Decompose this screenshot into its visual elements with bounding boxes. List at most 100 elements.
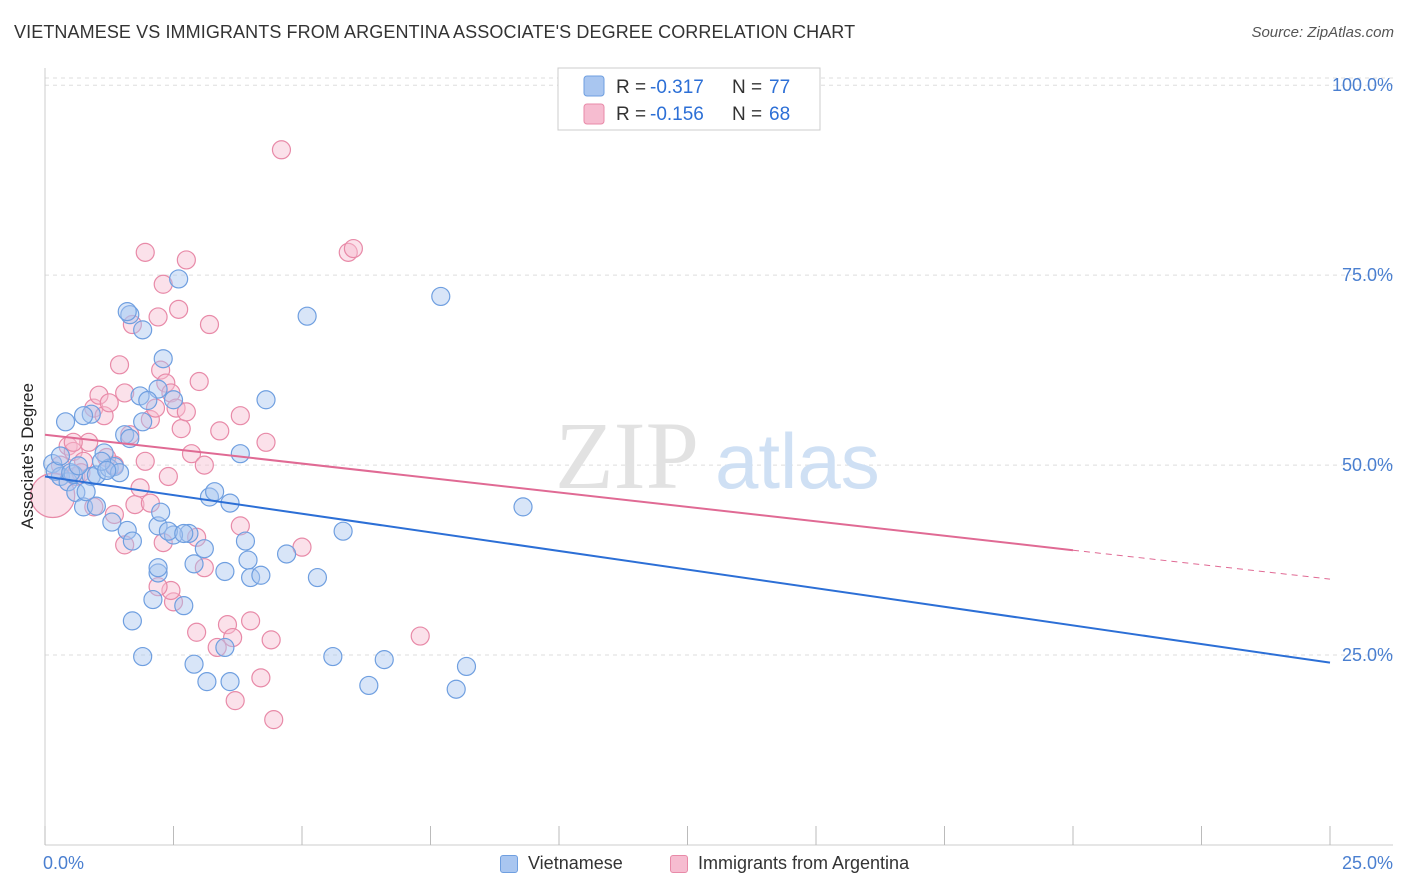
data-point [264, 710, 284, 730]
data-point [156, 373, 176, 393]
data-point [91, 451, 112, 471]
data-point [251, 565, 271, 585]
data-point [223, 627, 243, 648]
data-point [158, 521, 178, 541]
data-point [133, 320, 153, 340]
data-point [513, 497, 533, 517]
data-point [261, 630, 281, 650]
data-point [140, 409, 160, 430]
data-point [97, 460, 117, 481]
legend-blue-r-label: R = [616, 77, 646, 98]
data-point [220, 672, 240, 692]
data-point [230, 444, 250, 464]
y-tick-label: 75.0% [1342, 265, 1393, 285]
data-point [50, 446, 71, 466]
bottom-legend-label-vietnamese: Vietnamese [528, 853, 623, 873]
data-point [81, 404, 101, 424]
data-point [189, 371, 209, 392]
data-point [122, 611, 142, 631]
bottom-legend-label-argentina: Immigrants from Argentina [698, 853, 910, 873]
data-point [174, 596, 194, 616]
y-tick-label: 100.0% [1332, 75, 1393, 95]
data-point [79, 432, 99, 452]
data-point [63, 432, 83, 452]
trend-line-dashed [1072, 549, 1331, 580]
data-point [151, 502, 171, 522]
data-point [184, 654, 204, 674]
y-axis-label: Associate's Degree [18, 383, 37, 529]
trend-line-solid [44, 433, 1074, 552]
data-point [99, 393, 119, 413]
data-point [194, 539, 214, 559]
data-point [176, 250, 196, 270]
data-point [199, 314, 220, 335]
data-point [61, 463, 81, 483]
legend-swatch-argentina [670, 854, 688, 873]
legend-blue-n-value: 77 [769, 77, 790, 98]
data-point [205, 482, 225, 502]
data-point [117, 520, 137, 541]
data-point [271, 140, 292, 160]
data-point [133, 646, 153, 667]
legend-blue-r-value: -0.317 [650, 77, 704, 98]
data-point [174, 523, 194, 544]
data-point [169, 299, 189, 319]
data-point [431, 286, 451, 307]
data-point [130, 478, 150, 498]
legend-pink-r-value: -0.156 [650, 104, 704, 125]
data-point [210, 421, 230, 441]
data-point [171, 419, 191, 439]
y-tick-label: 50.0% [1342, 455, 1393, 475]
x-tick-label-max: 25.0% [1342, 853, 1393, 873]
bottom-legend-item-argentina[interactable]: Immigrants from Argentina [670, 853, 909, 874]
data-point [109, 355, 130, 375]
data-point [169, 269, 189, 289]
watermark: ZIP atlas [555, 402, 880, 509]
trend-line [44, 475, 1331, 664]
data-point [148, 307, 168, 327]
data-point [163, 390, 184, 410]
data-point [135, 451, 155, 471]
data-point [235, 531, 256, 551]
data-point [158, 466, 178, 487]
series-immigrants-from-argentina [30, 140, 430, 730]
data-point [153, 274, 173, 294]
data-point [333, 521, 353, 541]
data-point [148, 563, 168, 583]
legend-box: R = -0.317 N = 77 R = -0.156 N = 68 [557, 67, 821, 131]
bottom-legend-item-vietnamese[interactable]: Vietnamese [500, 853, 623, 874]
legend-swatch-vietnamese [500, 854, 518, 873]
data-point [184, 554, 204, 574]
watermark-zip: ZIP [555, 402, 699, 509]
y-tick-label: 25.0% [1342, 645, 1393, 665]
data-point [241, 611, 261, 631]
data-point [230, 406, 250, 426]
legend-pink-n-value: 68 [769, 104, 790, 125]
data-point [256, 390, 276, 410]
data-point [73, 406, 94, 426]
data-point [115, 383, 135, 403]
data-point [251, 668, 271, 688]
legend-pink-r-label: R = [616, 104, 646, 125]
data-point [343, 238, 363, 259]
x-tick-label-min: 0.0% [43, 853, 84, 873]
legend-swatch-pink [583, 103, 605, 125]
data-point [163, 592, 184, 612]
data-point [230, 516, 250, 536]
data-point [238, 550, 258, 570]
data-point [338, 242, 358, 262]
data-point [153, 349, 173, 369]
data-point [102, 512, 122, 532]
data-point [143, 589, 163, 610]
data-point [194, 558, 214, 578]
source-label: Source: ZipAtlas.com [1251, 24, 1394, 41]
data-point [197, 672, 217, 692]
data-point [181, 444, 202, 464]
series-vietnamese [43, 269, 533, 699]
data-point [276, 544, 297, 564]
data-point [122, 531, 142, 551]
data-point [194, 455, 214, 475]
data-point [45, 461, 65, 481]
legend-swatch-blue [583, 75, 605, 97]
data-point [410, 626, 430, 646]
